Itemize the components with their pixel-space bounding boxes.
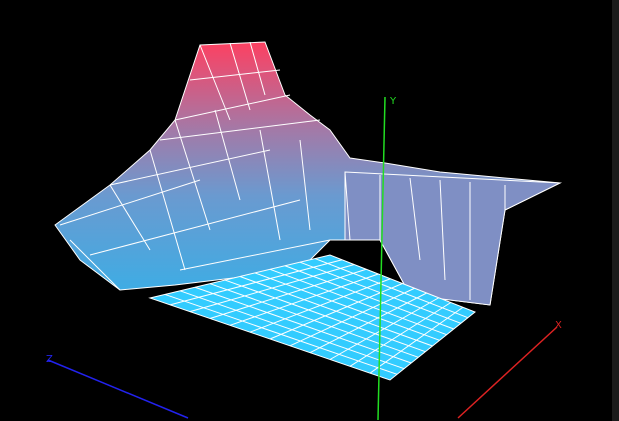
mesh-line: [214, 109, 241, 201]
mesh-line: [249, 41, 266, 96]
mesh-line: [149, 149, 186, 271]
mesh-line: [179, 239, 331, 271]
x-axis-label: X: [555, 320, 562, 331]
y-axis: [377, 96, 386, 421]
mesh-line: [189, 69, 281, 81]
mesh-line: [439, 179, 446, 281]
mesh-line: [69, 239, 121, 291]
mesh-line: [174, 94, 291, 121]
surface: [54, 41, 562, 381]
back-wall: [344, 171, 562, 306]
mesh-line: [259, 129, 281, 241]
z-axis-label: Z: [46, 354, 53, 365]
z-axis: [47, 359, 189, 419]
x-axis: [457, 326, 558, 419]
mesh-line: [299, 139, 311, 231]
mesh-line: [344, 171, 351, 241]
mesh-line: [109, 149, 271, 186]
mesh-line: [109, 184, 151, 251]
y-axis-label: Y: [389, 96, 397, 107]
edge-strip: [612, 0, 619, 421]
mesh-line: [229, 42, 251, 111]
mesh-line: [174, 119, 211, 231]
mesh-line: [89, 199, 301, 256]
mesh-line: [314, 258, 469, 319]
mesh-line: [409, 177, 421, 261]
mesh-line: [159, 119, 321, 141]
mesh-line: [59, 179, 201, 226]
mesh-line: [369, 306, 464, 374]
mesh-line: [199, 44, 231, 121]
